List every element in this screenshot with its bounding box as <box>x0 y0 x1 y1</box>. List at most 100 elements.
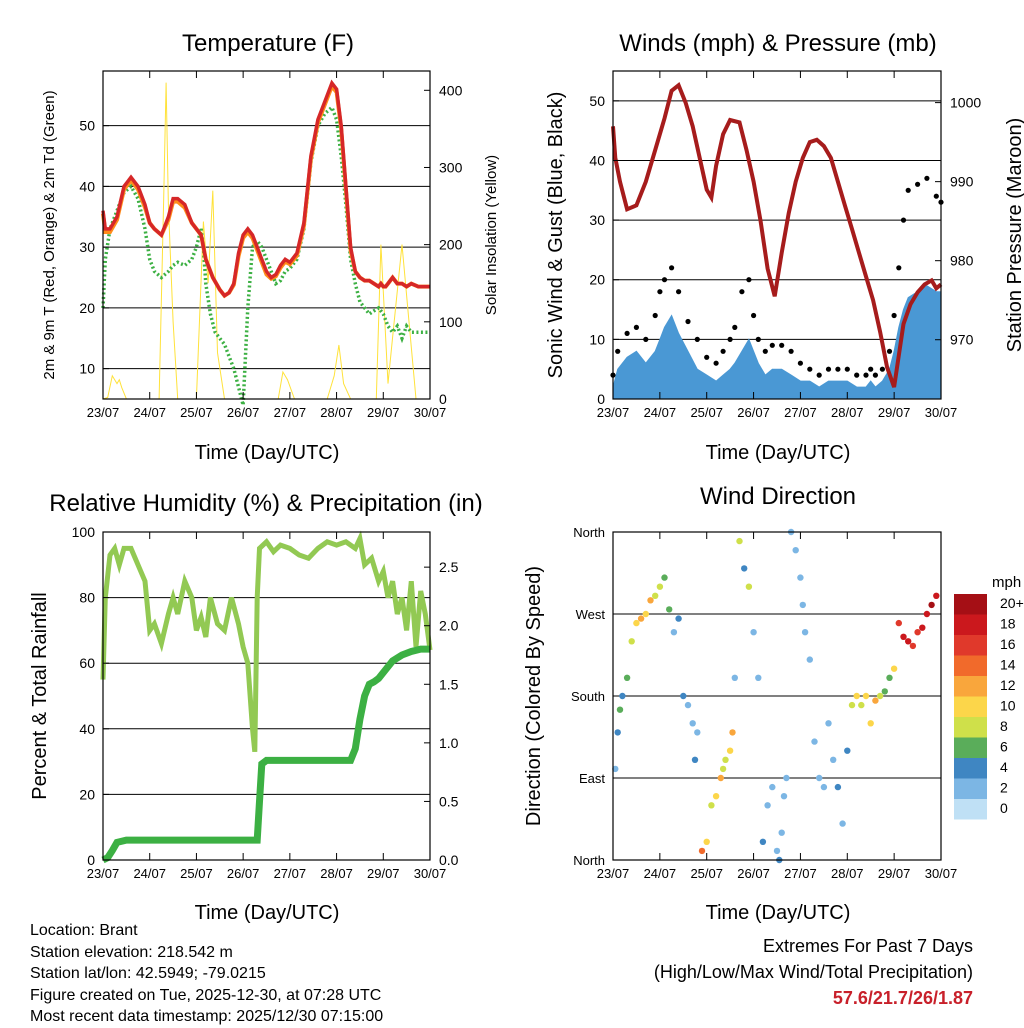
gust-point <box>854 372 860 378</box>
colorbar-swatch <box>954 799 987 820</box>
winds-ylabel-left: Sonic Wind & Gust (Blue, Black) <box>545 92 567 379</box>
direction-point <box>905 638 912 645</box>
gust-point <box>915 181 921 187</box>
y-tick-label-right: 0 <box>439 391 447 407</box>
x-tick-label: 25/07 <box>180 866 213 881</box>
direction-point <box>729 729 736 736</box>
direction-point <box>792 547 799 554</box>
colorbar-label: 14 <box>1000 657 1016 673</box>
temperature-ylabel-left: 2m & 9m T (Red, Orange) & 2m Td (Green) <box>41 90 58 379</box>
direction-point <box>689 720 696 727</box>
direction-point <box>825 720 832 727</box>
x-tick-label: 29/07 <box>878 405 911 420</box>
colorbar-swatch <box>954 778 987 799</box>
y-tick-label-left: West <box>576 607 606 622</box>
direction-point <box>656 583 664 590</box>
direction-point <box>848 701 856 709</box>
gust-point <box>727 336 733 342</box>
direction-point <box>895 619 902 627</box>
extremes-block: Extremes For Past 7 Days (High/Low/Max W… <box>654 933 973 1011</box>
direction-point <box>759 838 767 845</box>
direction-point <box>933 592 940 599</box>
direction-point <box>717 774 724 782</box>
direction-point <box>923 610 931 618</box>
x-tick-label: 24/07 <box>644 866 677 881</box>
gust-point <box>732 324 738 330</box>
direction-point <box>773 847 781 855</box>
y-tick-label-right: 1.0 <box>439 735 459 751</box>
direction-point <box>909 642 917 650</box>
y-tick-label-right: 2.0 <box>439 618 459 634</box>
sonic-wind-area <box>612 285 942 400</box>
temp-9m-series <box>101 82 430 299</box>
direction-point <box>670 629 678 636</box>
colorbar-label: 6 <box>1000 739 1008 755</box>
direction-point <box>816 774 823 782</box>
x-tick-label: 23/07 <box>597 405 630 420</box>
gust-point <box>844 366 850 372</box>
colorbar-label: 10 <box>1000 698 1016 714</box>
y-tick-label-right: 990 <box>950 174 974 190</box>
gust-point <box>746 277 752 283</box>
direction-point <box>614 729 621 736</box>
direction-point <box>680 692 687 700</box>
direction-point <box>876 692 884 700</box>
x-tick-label: 23/07 <box>87 405 120 420</box>
gust-point <box>657 289 663 295</box>
direction-point <box>853 692 860 700</box>
colorbar-swatch <box>954 655 987 676</box>
x-tick-label: 23/07 <box>597 866 630 881</box>
gust-point <box>779 342 785 348</box>
direction-point <box>722 756 729 763</box>
x-tick-label: 30/07 <box>414 866 447 881</box>
x-tick-label: 25/07 <box>690 866 723 881</box>
y-tick-label-right: 980 <box>950 253 974 269</box>
colorbar-label: 16 <box>1000 636 1016 652</box>
direction-point <box>661 574 668 581</box>
direction-point <box>637 615 645 622</box>
gust-point <box>788 348 794 354</box>
colorbar-label: 4 <box>1000 759 1008 775</box>
x-tick-label: 26/07 <box>227 866 260 881</box>
direction-point <box>928 601 935 609</box>
direction-point <box>755 674 762 681</box>
direction-point <box>839 820 846 827</box>
precip-line <box>101 645 430 864</box>
x-tick-label: 25/07 <box>180 405 213 420</box>
gust-point <box>872 372 879 378</box>
wind-direction-ylabel: Direction (Colored By Speed) <box>523 566 545 826</box>
direction-point <box>698 847 706 855</box>
direction-point <box>801 629 809 636</box>
direction-point <box>628 638 635 645</box>
y-tick-label-right: 100 <box>439 314 463 330</box>
direction-point <box>750 629 757 636</box>
direction-point <box>736 537 743 545</box>
direction-point <box>811 738 818 745</box>
gust-point <box>868 366 874 372</box>
precip-series <box>101 645 430 864</box>
temperature-xlabel: Time (Day/UTC) <box>195 442 340 464</box>
y-tick-label-left: 30 <box>79 239 95 255</box>
x-tick-label: 23/07 <box>87 866 120 881</box>
direction-point <box>675 615 682 622</box>
winds-gridlines <box>613 100 941 340</box>
station-info: Location: Brant Station elevation: 218.5… <box>30 920 383 1028</box>
gust-point <box>905 187 911 193</box>
gust-point <box>755 336 761 342</box>
gust-point <box>835 366 841 372</box>
x-tick-label: 24/07 <box>133 405 166 420</box>
gust-point <box>863 372 869 378</box>
gust-point <box>704 354 710 360</box>
colorbar-label: 18 <box>1000 616 1016 632</box>
gust-point <box>685 318 691 325</box>
y-tick-label-left: 20 <box>79 300 95 316</box>
insolation-series <box>102 82 430 400</box>
station-elevation: Station elevation: 218.542 m <box>30 943 233 961</box>
direction-point <box>741 565 748 572</box>
gust-point <box>825 366 832 372</box>
y-tick-label-right: 1000 <box>950 95 981 111</box>
winds-plot-frame <box>612 70 942 400</box>
gust-point <box>713 360 719 366</box>
gust-point <box>615 348 621 354</box>
y-tick-label-left: 40 <box>79 721 95 737</box>
